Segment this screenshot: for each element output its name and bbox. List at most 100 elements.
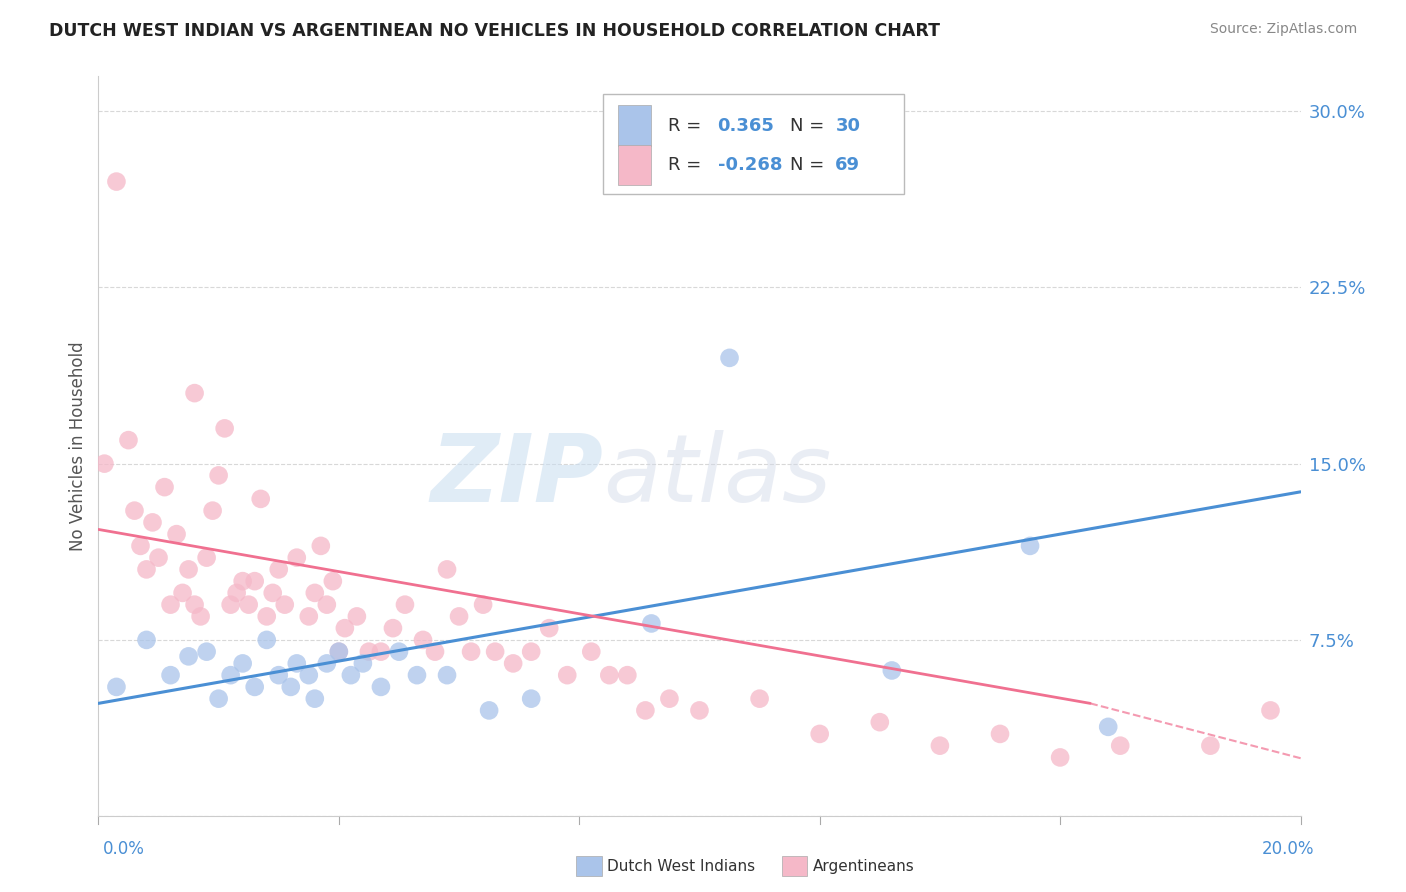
Text: N =: N =: [790, 117, 830, 135]
Point: [177, 649, 200, 664]
Point: [256, 632, 278, 647]
Point: [195, 550, 218, 565]
Point: [388, 645, 411, 659]
Point: [208, 691, 231, 706]
Text: R =: R =: [668, 156, 707, 174]
Point: [808, 727, 831, 741]
Text: R =: R =: [668, 117, 707, 135]
Point: [406, 668, 429, 682]
Point: [1109, 739, 1132, 753]
Point: [340, 668, 363, 682]
Text: 20.0%: 20.0%: [1263, 840, 1315, 858]
Point: [472, 598, 495, 612]
Point: [243, 574, 266, 589]
Point: [436, 562, 458, 576]
Point: [298, 668, 321, 682]
Point: [238, 598, 260, 612]
Point: [352, 657, 374, 671]
Point: [135, 632, 157, 647]
Point: [869, 715, 891, 730]
Point: [153, 480, 176, 494]
Point: [159, 668, 181, 682]
Text: DUTCH WEST INDIAN VS ARGENTINEAN NO VEHICLES IN HOUSEHOLD CORRELATION CHART: DUTCH WEST INDIAN VS ARGENTINEAN NO VEHI…: [49, 22, 941, 40]
Text: Source: ZipAtlas.com: Source: ZipAtlas.com: [1209, 22, 1357, 37]
Text: 69: 69: [835, 156, 860, 174]
Point: [346, 609, 368, 624]
Point: [598, 668, 620, 682]
Point: [381, 621, 404, 635]
Point: [201, 503, 224, 517]
Text: 0.0%: 0.0%: [103, 840, 145, 858]
Point: [267, 668, 290, 682]
Point: [370, 680, 392, 694]
Text: ZIP: ZIP: [430, 430, 603, 522]
Point: [214, 421, 236, 435]
Point: [249, 491, 271, 506]
Point: [274, 598, 297, 612]
Point: [1019, 539, 1042, 553]
Point: [105, 680, 128, 694]
Point: [183, 598, 205, 612]
Point: [267, 562, 290, 576]
Point: [658, 691, 681, 706]
Text: atlas: atlas: [603, 430, 831, 521]
FancyBboxPatch shape: [617, 145, 651, 186]
Text: Argentineans: Argentineans: [813, 859, 914, 873]
Point: [219, 598, 242, 612]
Point: [520, 691, 543, 706]
Point: [219, 668, 242, 682]
Point: [195, 645, 218, 659]
Point: [304, 586, 326, 600]
Y-axis label: No Vehicles in Household: No Vehicles in Household: [69, 341, 87, 551]
Point: [285, 550, 308, 565]
Point: [478, 703, 501, 717]
Point: [640, 616, 662, 631]
Point: [141, 516, 163, 530]
Point: [328, 645, 350, 659]
Point: [447, 609, 470, 624]
Point: [555, 668, 578, 682]
Point: [581, 645, 603, 659]
Point: [304, 691, 326, 706]
Point: [256, 609, 278, 624]
Point: [484, 645, 506, 659]
Point: [929, 739, 952, 753]
Point: [172, 586, 194, 600]
Text: N =: N =: [790, 156, 830, 174]
Point: [460, 645, 482, 659]
Point: [988, 727, 1011, 741]
Point: [370, 645, 392, 659]
Point: [1260, 703, 1282, 717]
Point: [129, 539, 152, 553]
Point: [357, 645, 380, 659]
Point: [135, 562, 157, 576]
Point: [208, 468, 231, 483]
Point: [538, 621, 561, 635]
Point: [634, 703, 657, 717]
FancyBboxPatch shape: [603, 95, 904, 194]
FancyBboxPatch shape: [617, 105, 651, 146]
Point: [748, 691, 770, 706]
Point: [243, 680, 266, 694]
Text: -0.268: -0.268: [717, 156, 782, 174]
Point: [315, 657, 337, 671]
Point: [1199, 739, 1222, 753]
Point: [159, 598, 181, 612]
Point: [232, 657, 254, 671]
Point: [105, 175, 128, 189]
Point: [520, 645, 543, 659]
Point: [315, 598, 337, 612]
Text: 30: 30: [835, 117, 860, 135]
Point: [412, 632, 434, 647]
Point: [688, 703, 710, 717]
Point: [322, 574, 344, 589]
Text: 0.365: 0.365: [717, 117, 775, 135]
Point: [166, 527, 188, 541]
Point: [394, 598, 416, 612]
Point: [190, 609, 212, 624]
Point: [93, 457, 115, 471]
Point: [616, 668, 638, 682]
Point: [328, 645, 350, 659]
Point: [225, 586, 247, 600]
Point: [183, 386, 205, 401]
